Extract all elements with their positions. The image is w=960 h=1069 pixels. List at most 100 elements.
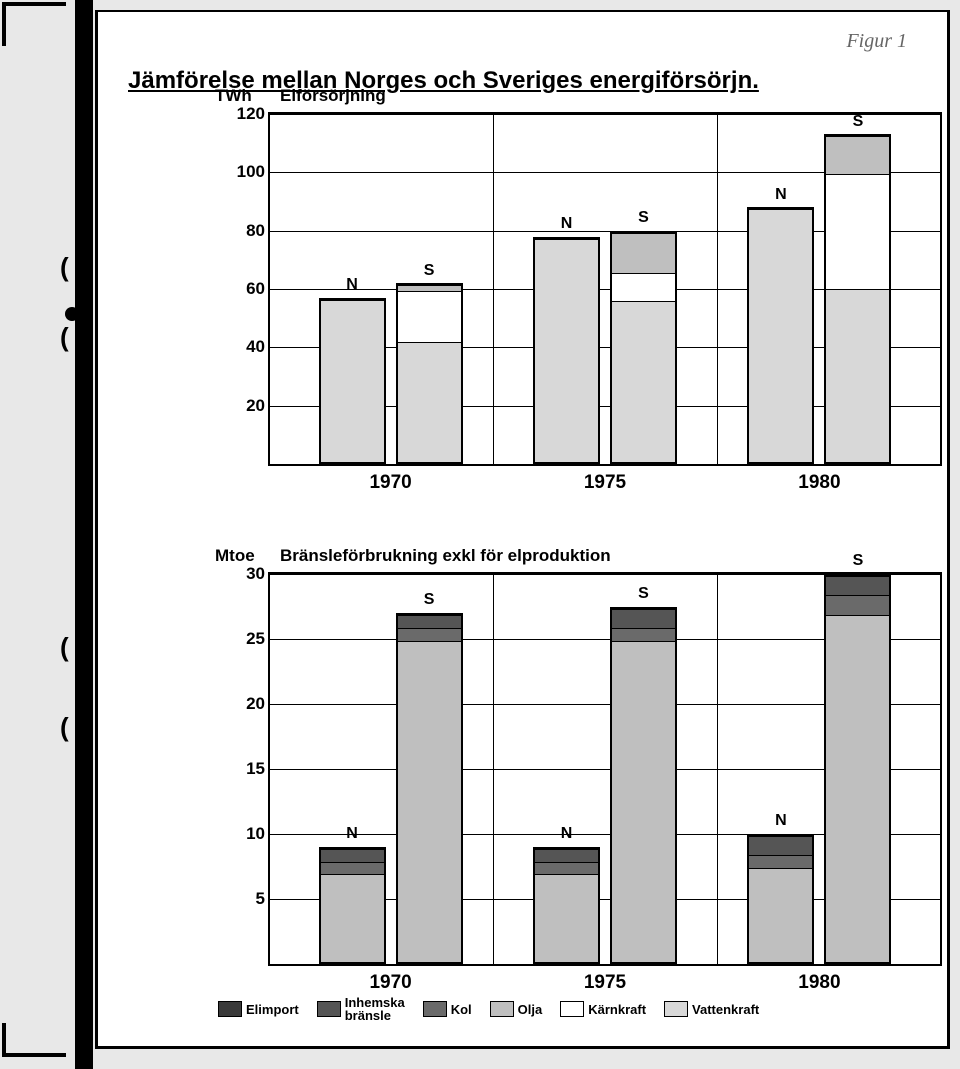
- chart2-yticks: 51015202530: [215, 574, 265, 964]
- chart1-unit: TWh: [215, 86, 252, 106]
- legend-swatch: [317, 1001, 341, 1017]
- y-tick-label: 20: [215, 396, 265, 416]
- group-divider: [717, 114, 718, 464]
- bar-segment: [749, 855, 812, 868]
- bar-letter-label: S: [424, 591, 435, 609]
- legend-swatch: [423, 1001, 447, 1017]
- legend-swatch: [560, 1001, 584, 1017]
- bar-segment: [398, 615, 461, 628]
- y-tick-label: 25: [215, 629, 265, 649]
- bar-segment: [612, 628, 675, 641]
- bar: [396, 613, 463, 964]
- x-tick-label: 1975: [584, 972, 626, 994]
- bar-segment: [398, 628, 461, 641]
- group-divider: [717, 574, 718, 964]
- bar-segment: [612, 273, 675, 302]
- bar-segment: [535, 862, 598, 875]
- chart2-xlabels: 1970 1975 1980: [270, 972, 940, 992]
- bar-segment: [826, 136, 889, 173]
- bar-letter-label: S: [638, 209, 649, 227]
- legend-label: Vattenkraft: [692, 1003, 759, 1016]
- bar: [533, 237, 600, 465]
- legend-swatch: [218, 1001, 242, 1017]
- bar-segment: [749, 209, 812, 462]
- legend-item: Kärnkraft: [560, 1001, 646, 1017]
- bar-segment: [535, 874, 598, 962]
- bar-segment: [749, 836, 812, 855]
- bar: [319, 847, 386, 964]
- y-tick-label: 15: [215, 759, 265, 779]
- bar: [610, 607, 677, 965]
- page-frame: Figur 1 Jämförelse mellan Norges och Sve…: [95, 10, 950, 1049]
- bar-segment: [826, 615, 889, 962]
- x-tick-label: 1975: [584, 472, 626, 494]
- bar-segment: [612, 301, 675, 462]
- bar-segment: [826, 174, 889, 289]
- y-tick-label: 60: [215, 279, 265, 299]
- chart-electricity: TWh Elförsörjning 20406080100120 1970197…: [268, 112, 942, 466]
- y-tick-label: 20: [215, 694, 265, 714]
- bar-segment: [612, 609, 675, 628]
- left-spine: [75, 0, 93, 1069]
- bar-segment: [612, 233, 675, 273]
- paren-mark: (: [60, 252, 69, 283]
- y-tick-label: 120: [215, 104, 265, 124]
- bar-letter-label: S: [853, 113, 864, 131]
- legend-item: Kol: [423, 1001, 472, 1017]
- legend: Elimport Inhemska bränsle Kol Olja Kärnkraft…: [218, 994, 927, 1024]
- bar-segment: [321, 300, 384, 462]
- bar-letter-label: N: [775, 812, 787, 830]
- legend-swatch: [490, 1001, 514, 1017]
- y-tick-label: 10: [215, 824, 265, 844]
- bar-segment: [826, 576, 889, 595]
- bar-letter-label: N: [346, 825, 358, 843]
- bar-segment: [398, 342, 461, 462]
- bar-segment: [321, 862, 384, 875]
- x-tick-label: 1970: [369, 972, 411, 994]
- chart1-subtitle: Elförsörjning: [280, 86, 386, 106]
- bar-segment: [749, 868, 812, 962]
- chart1-xlabels: 1970 1975 1980: [270, 472, 940, 492]
- chart2-unit: Mtoe: [215, 546, 255, 566]
- bar-segment: [398, 291, 461, 342]
- crop-mark: [2, 2, 66, 46]
- legend-label: Elimport: [246, 1003, 299, 1016]
- legend-label: Kol: [451, 1003, 472, 1016]
- group-divider: [493, 574, 494, 964]
- bar-segment: [321, 874, 384, 962]
- bar-segment: [398, 285, 461, 291]
- bar: [319, 298, 386, 464]
- bullet-mark: [75, 640, 89, 654]
- legend-item: Elimport: [218, 1001, 299, 1017]
- bar: [824, 134, 891, 464]
- y-tick-label: 30: [215, 564, 265, 584]
- bar-letter-label: N: [561, 215, 573, 233]
- bar-segment: [826, 595, 889, 614]
- bar: [610, 231, 677, 464]
- chart-fuel: Mtoe Bränsleförbrukning exkl för elprodu…: [268, 572, 942, 966]
- bullet-mark: [65, 307, 79, 321]
- bar: [533, 847, 600, 964]
- bar: [396, 283, 463, 464]
- legend-item: Vattenkraft: [664, 1001, 759, 1017]
- bar-segment: [535, 239, 598, 463]
- bar: [747, 834, 814, 964]
- legend-item: Inhemska bränsle: [317, 996, 405, 1022]
- paren-mark: (: [60, 322, 69, 353]
- chart1-yticks: 20406080100120: [215, 114, 265, 464]
- crop-mark: [2, 1023, 66, 1057]
- bar-segment: [398, 641, 461, 962]
- legend-item: Olja: [490, 1001, 543, 1017]
- bar: [824, 574, 891, 964]
- x-tick-label: 1980: [798, 972, 840, 994]
- paren-mark: (: [60, 632, 69, 663]
- bar-letter-label: N: [561, 825, 573, 843]
- bar-letter-label: S: [853, 552, 864, 570]
- x-tick-label: 1980: [798, 472, 840, 494]
- gridline: [270, 114, 940, 115]
- x-tick-label: 1970: [369, 472, 411, 494]
- bar-segment: [321, 849, 384, 862]
- legend-label: Kärnkraft: [588, 1003, 646, 1016]
- y-tick-label: 80: [215, 221, 265, 241]
- bar: [747, 207, 814, 464]
